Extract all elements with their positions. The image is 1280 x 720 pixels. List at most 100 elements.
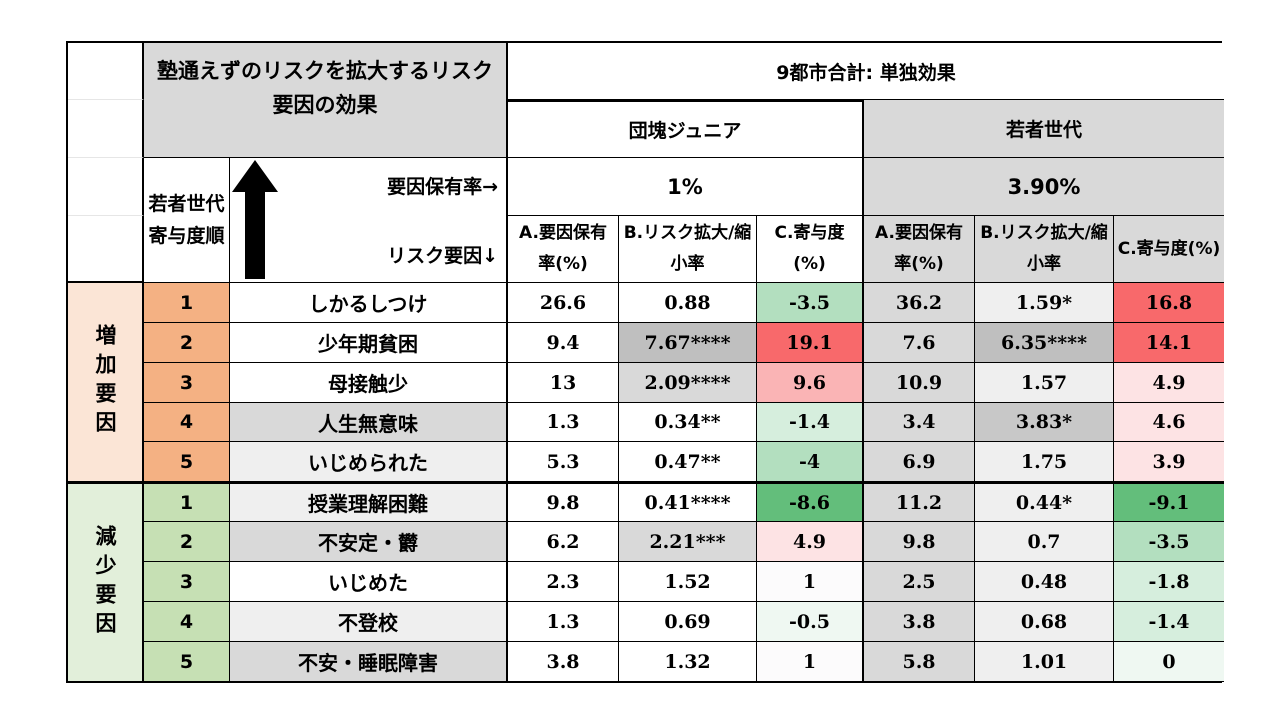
value-b2: 0.48 [975, 562, 1114, 602]
value-c1: 4.9 [757, 522, 864, 562]
value-c1: -1.4 [757, 403, 864, 442]
group-name-wakamono: 若者世代 [864, 100, 1224, 158]
value-b1: 0.34** [619, 403, 757, 442]
value-a1: 13 [508, 363, 619, 403]
group-rate-dankai: 1% [508, 158, 864, 216]
blank-cell [68, 100, 144, 158]
value-a1: 2.3 [508, 562, 619, 602]
value-c2: -3.5 [1114, 522, 1224, 562]
col-header-c: C.寄与度(%) [1114, 216, 1224, 283]
value-b2: 1.59* [975, 283, 1114, 323]
value-b1: 2.09**** [619, 363, 757, 403]
value-a2: 3.8 [864, 602, 975, 642]
value-b1: 0.69 [619, 602, 757, 642]
rank-cell: 5 [144, 642, 230, 682]
value-a2: 5.8 [864, 642, 975, 682]
value-c1: 19.1 [757, 323, 864, 363]
value-c2: -1.8 [1114, 562, 1224, 602]
header-labels: 要因保有率→ リスク要因↓ [230, 158, 508, 283]
value-b1: 7.67**** [619, 323, 757, 363]
value-c2: 4.9 [1114, 363, 1224, 403]
factor-cell: しかるしつけ [230, 283, 508, 323]
col-header-c: C.寄与度(%) [757, 216, 864, 283]
value-b1: 0.41**** [619, 482, 757, 522]
value-c2: -1.4 [1114, 602, 1224, 642]
value-a2: 36.2 [864, 283, 975, 323]
value-a1: 3.8 [508, 642, 619, 682]
value-c1: -4 [757, 442, 864, 482]
rank-cell: 3 [144, 562, 230, 602]
rank-cell: 3 [144, 363, 230, 403]
col-header-a: A.要因保有率(%) [508, 216, 619, 283]
rate-label: 要因保有率→ [387, 176, 498, 198]
factor-cell: 母接触少 [230, 363, 508, 403]
value-c2: -9.1 [1114, 482, 1224, 522]
value-a1: 1.3 [508, 602, 619, 642]
value-c2: 14.1 [1114, 323, 1224, 363]
value-b2: 1.57 [975, 363, 1114, 403]
value-b1: 0.88 [619, 283, 757, 323]
value-c2: 16.8 [1114, 283, 1224, 323]
value-b1: 2.21*** [619, 522, 757, 562]
value-b2: 0.68 [975, 602, 1114, 642]
blank-cell [68, 43, 144, 100]
value-b2: 6.35**** [975, 323, 1114, 363]
rank-cell: 2 [144, 522, 230, 562]
value-c1: 1 [757, 562, 864, 602]
rank-cell: 1 [144, 482, 230, 522]
value-a2: 10.9 [864, 363, 975, 403]
section-label: 増加要因 [68, 283, 144, 482]
rank-cell: 5 [144, 442, 230, 482]
value-a1: 26.6 [508, 283, 619, 323]
value-a2: 7.6 [864, 323, 975, 363]
value-a2: 6.9 [864, 442, 975, 482]
blank-cell [68, 158, 144, 216]
factor-cell: 不安・睡眠障害 [230, 642, 508, 682]
factor-cell: 人生無意味 [230, 403, 508, 442]
rank-cell: 2 [144, 323, 230, 363]
value-b2: 0.7 [975, 522, 1114, 562]
col-header-b: B.リスク拡大/縮小率 [619, 216, 757, 283]
value-c2: 3.9 [1114, 442, 1224, 482]
rank-cell: 4 [144, 403, 230, 442]
value-a2: 11.2 [864, 482, 975, 522]
value-b1: 0.47** [619, 442, 757, 482]
factor-cell: 授業理解困難 [230, 482, 508, 522]
value-b1: 1.32 [619, 642, 757, 682]
value-a2: 9.8 [864, 522, 975, 562]
blank-cell [68, 216, 144, 283]
value-a2: 3.4 [864, 403, 975, 442]
section-label: 減少要因 [68, 482, 144, 682]
value-b2: 1.75 [975, 442, 1114, 482]
value-a1: 5.3 [508, 442, 619, 482]
factor-cell: いじめた [230, 562, 508, 602]
table-title: 塾通えずのリスクを拡大するリスク要因の効果 [144, 43, 508, 158]
value-b2: 0.44* [975, 482, 1114, 522]
value-b2: 1.01 [975, 642, 1114, 682]
value-a1: 6.2 [508, 522, 619, 562]
value-c1: -0.5 [757, 602, 864, 642]
value-c1: 9.6 [757, 363, 864, 403]
factor-cell: 不登校 [230, 602, 508, 642]
group-name-dankai: 団塊ジュニア [508, 100, 864, 158]
overall-header: 9都市合計: 単独効果 [508, 43, 1224, 100]
value-c1: 1 [757, 642, 864, 682]
factor-cell: 不安定・欝 [230, 522, 508, 562]
value-c2: 0 [1114, 642, 1224, 682]
value-a1: 1.3 [508, 403, 619, 442]
factor-label: リスク要因↓ [387, 245, 498, 267]
up-arrow-icon [232, 160, 278, 279]
risk-factor-table: 塾通えずのリスクを拡大するリスク要因の効果 9都市合計: 単独効果 団塊ジュニア… [66, 41, 1224, 683]
value-a1: 9.4 [508, 323, 619, 363]
value-b1: 1.52 [619, 562, 757, 602]
value-a1: 9.8 [508, 482, 619, 522]
value-c1: -3.5 [757, 283, 864, 323]
factor-cell: いじめられた [230, 442, 508, 482]
rank-cell: 4 [144, 602, 230, 642]
col-header-a: A.要因保有率(%) [864, 216, 975, 283]
rank-cell: 1 [144, 283, 230, 323]
value-b2: 3.83* [975, 403, 1114, 442]
col-header-b: B.リスク拡大/縮小率 [975, 216, 1114, 283]
group-rate-wakamono: 3.90% [864, 158, 1224, 216]
value-c2: 4.6 [1114, 403, 1224, 442]
